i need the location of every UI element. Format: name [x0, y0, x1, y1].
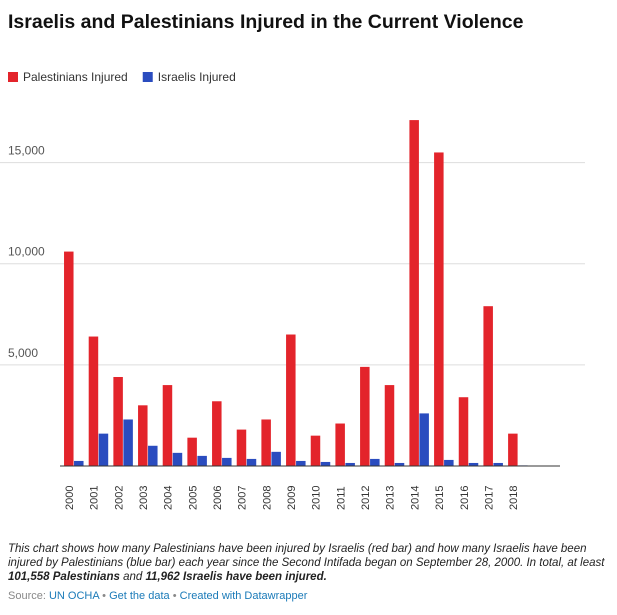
bar — [335, 423, 345, 466]
bar — [271, 451, 281, 466]
desc-bold: 101,558 Palestinians — [8, 571, 120, 583]
x-tick-label: 2000 — [64, 486, 76, 510]
desc-text: and — [119, 571, 146, 583]
x-tick-label: 2013 — [385, 486, 397, 510]
bar — [113, 376, 123, 466]
bar — [197, 455, 207, 466]
x-tick-label: 2010 — [311, 486, 323, 510]
chart-title: Israelis and Palestinians Injured in the… — [8, 11, 524, 33]
separator: • — [172, 590, 177, 602]
x-tick-label: 2006 — [212, 486, 224, 510]
bar — [508, 433, 518, 466]
bar — [310, 435, 321, 466]
x-tick-label: 2008 — [261, 486, 273, 510]
bar — [434, 152, 444, 466]
bar — [370, 458, 380, 466]
bar — [64, 251, 74, 466]
legend-swatch — [8, 72, 18, 82]
bar — [444, 459, 454, 466]
bar — [320, 461, 331, 466]
bar — [236, 429, 247, 466]
bar — [74, 460, 84, 466]
bar — [148, 445, 158, 466]
y-tick-label: 5,000 — [8, 346, 38, 360]
legend-label: Palestinians Injured — [23, 70, 128, 84]
bar — [483, 306, 493, 466]
x-tick-label: 2017 — [483, 486, 495, 510]
y-tick-label: 10,000 — [8, 245, 45, 259]
bar — [345, 462, 355, 466]
x-tick-label: 2002 — [113, 486, 125, 510]
bar — [222, 457, 232, 466]
bar — [246, 458, 257, 466]
bar — [138, 405, 148, 466]
bar — [88, 336, 99, 466]
bar — [212, 401, 222, 466]
bar — [123, 419, 133, 466]
bar — [468, 462, 479, 466]
x-tick-label: 2012 — [360, 486, 372, 510]
source-link[interactable]: UN OCHA — [48, 590, 100, 602]
x-tick-label: 2007 — [237, 486, 249, 510]
bar — [419, 413, 429, 466]
x-tick-label: 2014 — [409, 486, 421, 510]
bar — [493, 462, 503, 466]
x-tick-label: 2003 — [138, 486, 150, 510]
source-line: Source: UN OCHA • Get the data • Created… — [8, 590, 307, 602]
desc-text: This chart shows how many Palestinians h… — [8, 543, 605, 569]
x-tick-label: 2018 — [508, 486, 520, 510]
bar — [394, 462, 405, 466]
chart: Israelis and Palestinians Injured in the… — [0, 11, 585, 510]
legend-swatch — [142, 72, 153, 82]
x-tick-label: 2009 — [286, 486, 298, 510]
source-label: Source: — [8, 590, 46, 602]
x-tick-label: 2015 — [434, 486, 446, 510]
x-tick-label: 2004 — [163, 486, 175, 510]
legend-label: Israelis Injured — [158, 70, 236, 84]
bar — [296, 460, 306, 466]
bar — [98, 433, 109, 466]
bar — [458, 397, 469, 466]
x-tick-label: 2001 — [89, 486, 101, 510]
bar — [409, 120, 419, 466]
x-tick-label: 2011 — [335, 486, 347, 510]
desc-bold: 11,962 Israelis have been injured. — [145, 571, 327, 583]
y-tick-label: 15,000 — [8, 144, 45, 158]
bar — [162, 385, 173, 466]
x-tick-label: 2016 — [459, 486, 471, 510]
bar — [187, 437, 197, 466]
bar — [261, 419, 271, 466]
data-link[interactable]: Get the data — [109, 590, 170, 602]
bar — [360, 366, 370, 466]
credit-link[interactable]: Created with Datawrapper — [179, 590, 308, 602]
separator: • — [102, 590, 107, 602]
bar — [286, 334, 296, 466]
bar — [172, 452, 183, 466]
description: This chart shows how many Palestinians h… — [8, 542, 608, 584]
x-tick-label: 2005 — [187, 486, 199, 510]
bar — [384, 385, 395, 466]
